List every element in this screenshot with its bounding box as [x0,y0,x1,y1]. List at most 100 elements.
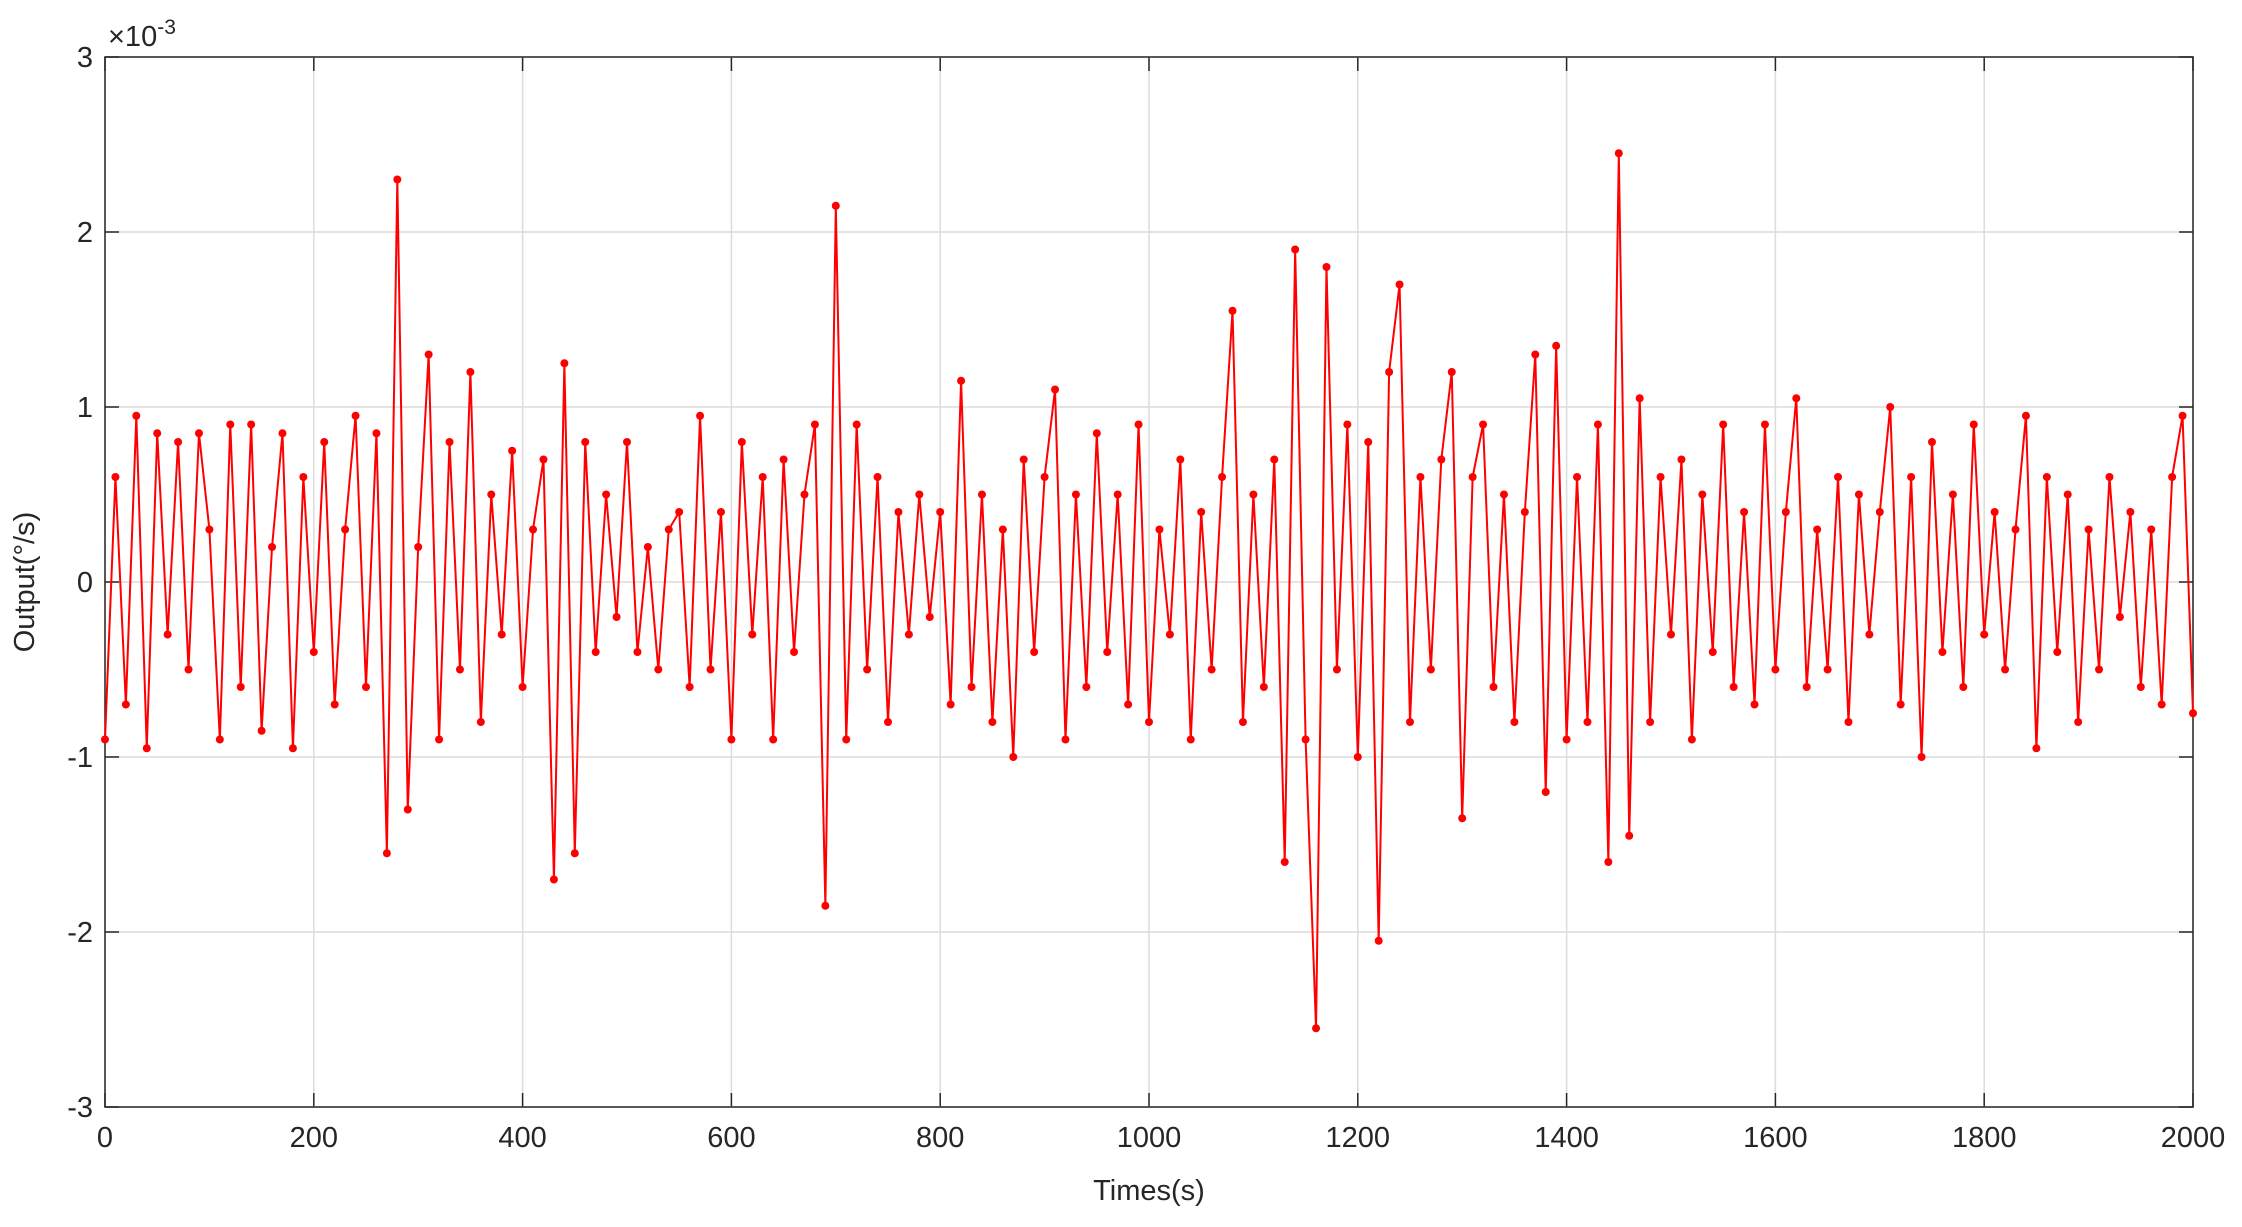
data-point [2115,613,2124,621]
data-point [2178,411,2187,420]
data-point [643,543,652,551]
data-point [1353,753,1362,761]
data-point [1113,490,1122,499]
data-point [1186,735,1195,744]
data-point [936,508,945,516]
data-point [1854,490,1863,499]
y-axis-label: Output(°/s) [9,512,41,653]
data-point [1124,700,1133,709]
data-point [977,490,986,499]
data-point [487,490,496,499]
data-point [737,438,746,446]
data-point [1802,683,1811,691]
data-point [1573,473,1582,481]
data-point [591,648,600,656]
data-point [1552,341,1561,350]
data-point [1197,508,1206,516]
data-point [1928,438,1936,446]
data-point [2168,473,2177,481]
data-point [748,630,757,639]
data-point [2095,665,2104,674]
y-exponent-base: ×10 [108,21,157,53]
x-tick-label: 2000 [2161,1122,2226,1154]
data-point [1228,306,1237,315]
data-point [341,525,350,534]
data-point [1959,683,1968,691]
data-point [247,420,256,429]
data-point [1071,490,1080,499]
x-tick-label: 1600 [1743,1122,1808,1154]
data-point [393,175,402,184]
data-point [706,665,715,674]
data-point [1593,420,1602,429]
data-point [1458,814,1467,823]
data-point [842,735,851,744]
data-point [1781,508,1790,516]
data-point [904,630,913,639]
data-point [205,525,214,534]
data-point [2074,718,2083,726]
data-point [1583,718,1592,726]
data-point [1280,858,1289,866]
data-point [2032,744,2041,753]
data-point [1844,718,1853,726]
data-point [1792,394,1801,403]
data-point [132,411,141,420]
data-point [988,718,997,726]
y-tick-label: 1 [77,392,93,424]
y-tick-label: -2 [67,917,93,949]
data-point [1740,508,1749,516]
data-point [2011,525,2020,534]
data-point [153,429,162,438]
data-point [1687,735,1696,744]
data-point [1980,630,1989,639]
x-tick-label: 800 [916,1122,964,1154]
data-point [1082,683,1091,691]
data-point [779,455,788,464]
data-point [967,683,976,691]
data-point [623,438,631,446]
data-point [1625,831,1634,840]
y-exponent: ×10-3 [108,16,176,53]
data-point [1009,753,1018,761]
data-point [435,735,444,744]
data-point [142,744,151,753]
data-point [581,438,590,446]
data-point [299,473,308,481]
data-point [1823,665,1832,674]
data-point [1886,403,1895,411]
data-point [1249,490,1258,499]
data-point [101,735,109,744]
data-point [633,648,642,656]
data-point [2126,508,2135,516]
data-point [727,735,736,744]
data-point [1917,753,1926,761]
data-point [925,613,934,621]
axes-box [104,56,2194,1108]
data-point [1834,473,1843,481]
data-point [664,525,673,534]
data-point [2105,473,2114,481]
data-point [810,420,819,429]
data-point [998,525,1007,534]
data-point [1865,630,1874,639]
data-point [163,630,172,639]
data-point [1301,735,1310,744]
data-point [268,543,277,551]
y-exponent-power: -3 [157,16,176,39]
data-point [1510,718,1519,726]
data-point [1426,665,1435,674]
data-point [184,665,193,674]
data-point [1489,683,1498,691]
data-point [508,446,517,455]
data-point [445,438,454,446]
data-point [1990,508,1999,516]
data-point [1667,630,1675,639]
data-point [1520,508,1529,516]
data-point [1760,420,1769,429]
data-point [121,700,130,709]
data-point [539,455,548,464]
data-point [518,683,527,691]
data-point [1729,683,1738,691]
data-point [1437,455,1446,464]
